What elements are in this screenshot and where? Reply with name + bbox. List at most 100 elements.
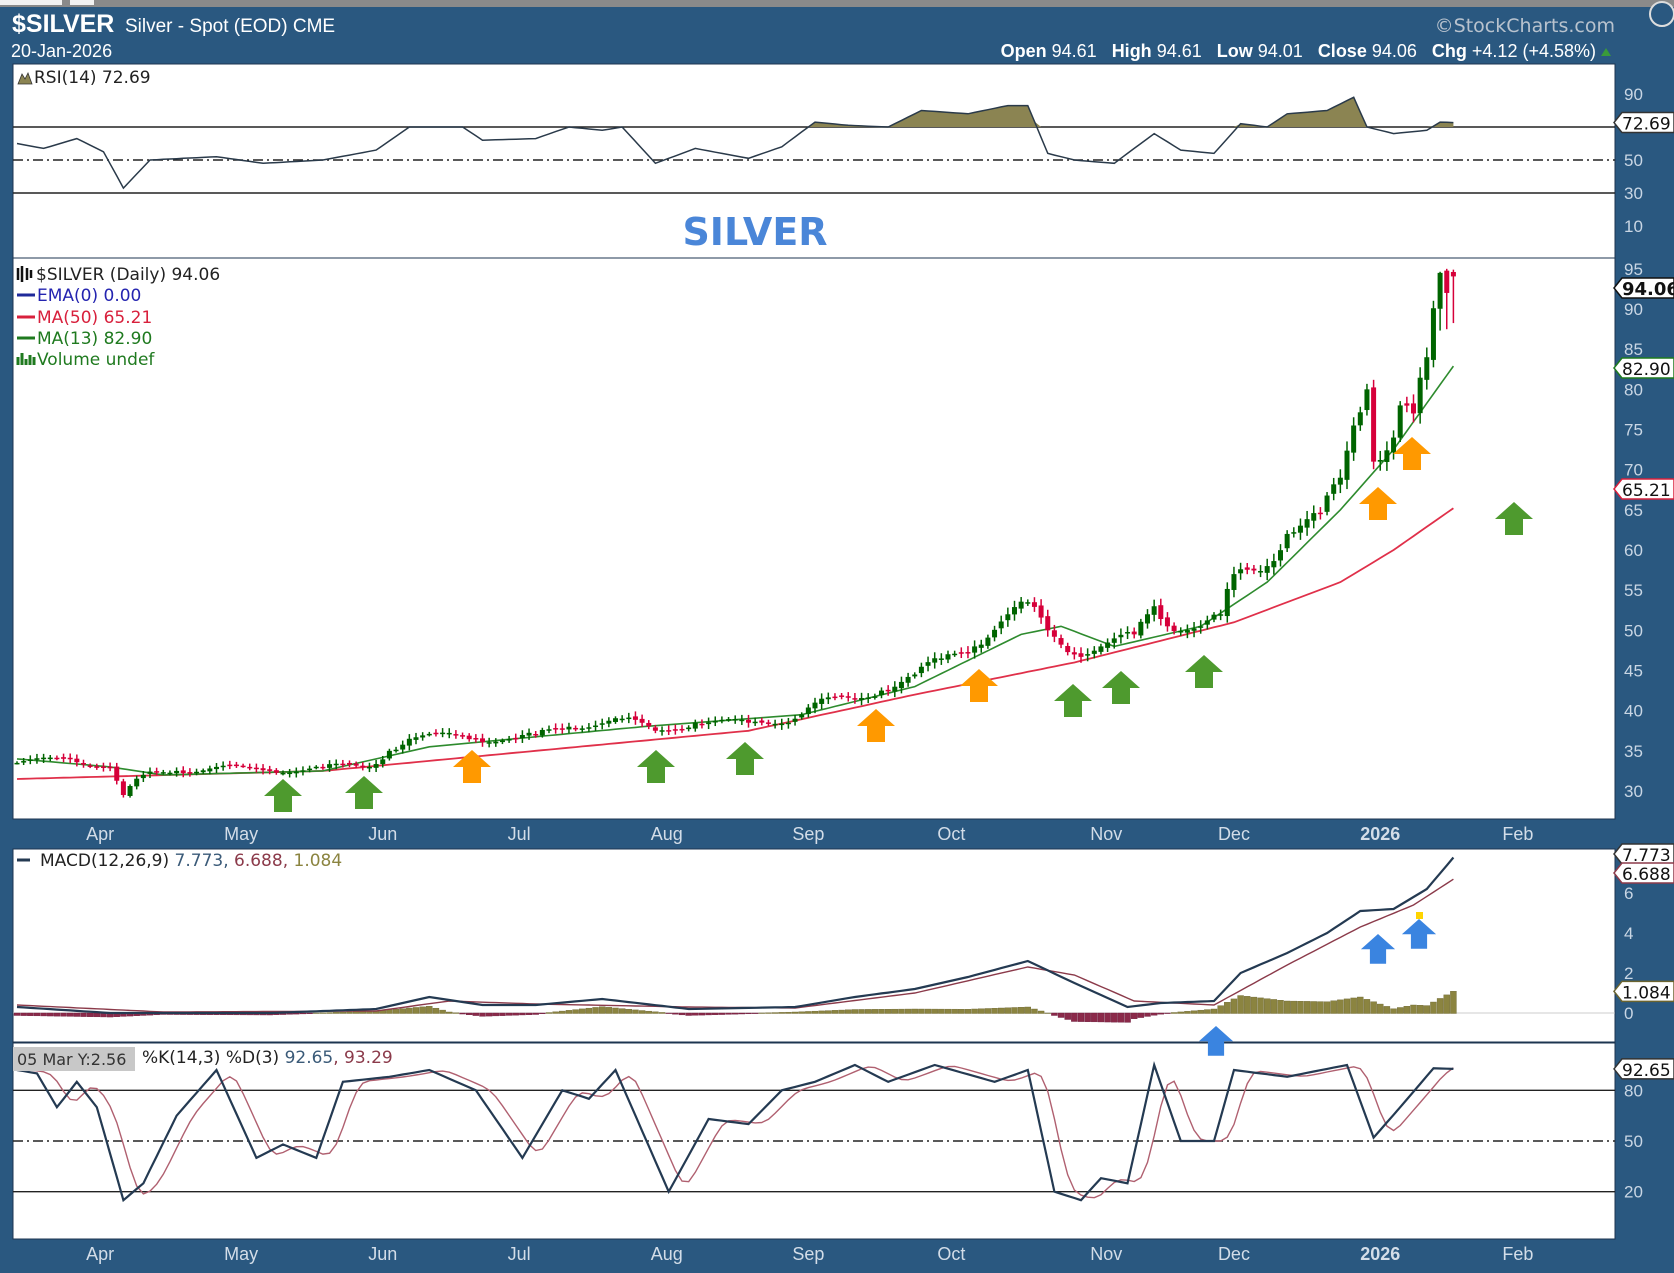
candle-body bbox=[1391, 437, 1397, 453]
value-tag-box bbox=[1613, 357, 1674, 379]
close-icon[interactable] bbox=[1649, 1, 1674, 27]
candle-body bbox=[34, 758, 40, 760]
candle-body bbox=[307, 768, 313, 771]
candle-body bbox=[1171, 625, 1177, 632]
candle-body bbox=[147, 771, 153, 774]
value-tag-text: 94.06 bbox=[1622, 279, 1674, 300]
macd-histogram-bar bbox=[406, 1007, 413, 1014]
candle-body bbox=[879, 690, 884, 696]
candle-body bbox=[1258, 571, 1264, 573]
candle-body bbox=[214, 766, 219, 770]
macd-histogram-bar bbox=[552, 1011, 559, 1014]
candle-body bbox=[127, 786, 133, 796]
candle-body bbox=[613, 718, 618, 722]
candle-body bbox=[267, 769, 273, 771]
macd-histogram-bar bbox=[672, 1012, 679, 1015]
candle-body bbox=[606, 720, 612, 724]
macd-histogram-bar bbox=[439, 1009, 446, 1014]
candle-body bbox=[67, 757, 73, 760]
macd-axis-label: 0 bbox=[1624, 1004, 1633, 1023]
macd-histogram-bar bbox=[1024, 1006, 1032, 1014]
price-panel bbox=[12, 257, 1616, 820]
macd-histogram-bar bbox=[492, 1012, 499, 1017]
candle-body bbox=[1184, 630, 1190, 633]
macd-histogram-bar bbox=[732, 1012, 739, 1015]
candle-body bbox=[759, 720, 765, 723]
macd-histogram-bar bbox=[1104, 1012, 1111, 1023]
candle-body bbox=[845, 696, 851, 698]
macd-histogram-bar bbox=[532, 1012, 539, 1015]
macd-histogram-bar bbox=[585, 1007, 593, 1014]
tooltip-text: 05 Mar Y:2.56 bbox=[17, 1050, 126, 1069]
candle-body bbox=[400, 744, 406, 750]
macd-histogram-bar bbox=[778, 1012, 785, 1014]
candle-body bbox=[1125, 632, 1131, 634]
chg-value: +4.12 (+4.58%) bbox=[1472, 41, 1596, 61]
macd-histogram-bar bbox=[1383, 1006, 1391, 1014]
candle-body bbox=[726, 719, 732, 721]
macd-histogram-bar bbox=[565, 1010, 573, 1014]
candle-body bbox=[460, 735, 466, 737]
candle-body bbox=[353, 763, 359, 766]
candle-body bbox=[180, 770, 186, 774]
high-label: High bbox=[1112, 41, 1152, 61]
candle-body bbox=[819, 698, 825, 704]
candle-body bbox=[340, 763, 346, 766]
candle-body bbox=[360, 765, 366, 768]
candle-body bbox=[247, 766, 253, 769]
candle-body bbox=[380, 759, 386, 765]
candle-body bbox=[646, 722, 652, 727]
candle-body bbox=[792, 718, 798, 722]
hist-last-tag: 1.084 bbox=[1613, 980, 1674, 1003]
candle-body bbox=[1051, 630, 1057, 637]
candle-body bbox=[553, 728, 559, 730]
candle-body bbox=[47, 757, 53, 760]
macd-histogram-bar bbox=[1263, 998, 1271, 1014]
candle-body bbox=[1151, 606, 1157, 615]
candle-body bbox=[333, 763, 339, 766]
signal-value: 6.688 bbox=[234, 851, 283, 871]
candle-body bbox=[1005, 614, 1011, 621]
candle-body bbox=[765, 722, 771, 724]
macd-legend: MACD(12,26,9) 7.773, 6.688, 1.084 bbox=[40, 851, 342, 871]
close-value: 94.06 bbox=[1372, 41, 1417, 61]
value-tag-text: 65.21 bbox=[1622, 481, 1671, 501]
stoch-legend-title: %K(14,3) %D(3) bbox=[142, 1048, 279, 1068]
macd-histogram-bar bbox=[1091, 1012, 1098, 1023]
macd-histogram-bar bbox=[678, 1012, 686, 1016]
macd-histogram-bar bbox=[452, 1012, 460, 1014]
symbol-name: Silver - Spot (EOD) CME bbox=[125, 16, 335, 37]
macd-histogram-bar bbox=[346, 1011, 353, 1014]
high-value: 94.61 bbox=[1157, 41, 1202, 61]
value-tag-box bbox=[1613, 111, 1674, 134]
candle-body bbox=[506, 739, 512, 741]
price-axis-label: 65 bbox=[1624, 501, 1643, 520]
candle-body bbox=[167, 772, 173, 775]
candle-body bbox=[1158, 605, 1164, 619]
candle-body bbox=[925, 662, 931, 666]
candle-body bbox=[1098, 646, 1104, 652]
candle-body bbox=[626, 717, 632, 720]
month-label-top: Jul bbox=[508, 824, 531, 844]
macd-histogram-bar bbox=[612, 1007, 619, 1014]
candle-body bbox=[373, 764, 379, 768]
macd-histogram-bar bbox=[519, 1012, 526, 1016]
candle-body bbox=[1271, 561, 1277, 568]
macd-histogram-bar bbox=[685, 1012, 692, 1016]
macd-histogram-bar bbox=[658, 1012, 666, 1014]
macd-histogram-bar bbox=[858, 1009, 865, 1014]
candle-body bbox=[1178, 631, 1184, 633]
candle-body bbox=[812, 702, 818, 709]
green-up-arrow-icon bbox=[345, 776, 383, 809]
silver-title-annotation: SILVER bbox=[682, 210, 827, 254]
candle-body bbox=[719, 719, 725, 722]
low-label: Low bbox=[1217, 41, 1254, 61]
candle-body bbox=[965, 652, 971, 654]
macd-histogram-bar bbox=[1017, 1007, 1025, 1014]
macd-histogram-bar bbox=[765, 1012, 772, 1014]
rsi-line bbox=[16, 96, 1454, 190]
macd-histogram-bar bbox=[539, 1012, 546, 1014]
candle-body bbox=[739, 719, 745, 722]
candle-body bbox=[1331, 484, 1337, 494]
price-axis-label: 30 bbox=[1624, 782, 1643, 801]
